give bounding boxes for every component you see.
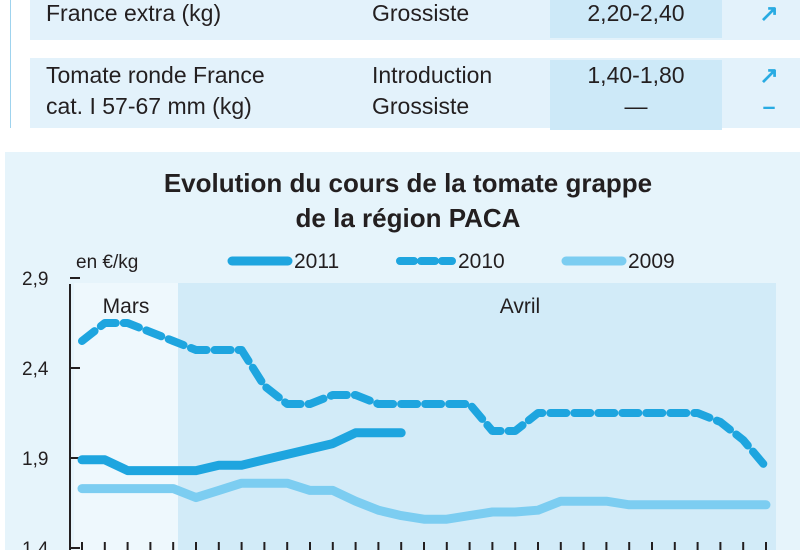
y-tick-label: 2,9 <box>22 269 48 290</box>
price-cell: 2,20-2,40 <box>550 0 722 38</box>
mars-band <box>74 283 178 550</box>
series-line-2010 <box>78 319 770 471</box>
month-label-mars: Mars <box>103 295 150 318</box>
series-line-2011 <box>77 428 406 476</box>
price-table: France extra (kg) Grossiste 2,20-2,40 ↗ … <box>0 0 800 130</box>
product-line: cat. I 57-67 mm (kg) <box>46 93 252 119</box>
stage-line: Grossiste <box>372 93 470 119</box>
y-tick-label: 1,4 <box>22 539 49 550</box>
trend-flat-icon: – <box>762 93 776 119</box>
y-tick-label: 1,9 <box>22 449 48 470</box>
legend-label-2010: 2010 <box>458 250 505 273</box>
unit-label: en €/kg <box>76 252 138 273</box>
price-cell: 1,40-1,80 — <box>550 60 722 130</box>
product-line: Tomate ronde France <box>46 62 265 88</box>
table-row: France extra (kg) Grossiste 2,20-2,40 ↗ <box>30 0 800 40</box>
table-left-rule <box>10 0 11 128</box>
stage-line: Introduction <box>372 62 493 88</box>
table-row: Tomate ronde France cat. I 57-67 mm (kg)… <box>30 58 800 130</box>
legend-label-2009: 2009 <box>628 250 675 273</box>
product-cell: France extra (kg) <box>46 0 222 26</box>
month-label-avril: Avril <box>500 295 540 318</box>
y-tick-label: 2,4 <box>22 359 49 380</box>
chart-title-line2: de la région PACA <box>296 203 521 233</box>
stage-cell: Grossiste <box>372 0 470 26</box>
stage-cell: Introduction Grossiste <box>372 60 552 130</box>
legend-label-2011: 2011 <box>294 250 339 273</box>
price-line: 1,40-1,80 <box>587 62 685 88</box>
product-cell: Tomate ronde France cat. I 57-67 mm (kg) <box>46 60 346 130</box>
trend-cell: ↗ – <box>738 60 800 130</box>
trend-up-icon: ↗ <box>759 0 779 26</box>
series-line-2009 <box>77 478 771 524</box>
chart-title-line1: Evolution du cours de la tomate grappe <box>164 168 652 198</box>
price-line: — <box>624 93 648 119</box>
trend-up-icon: ↗ <box>759 62 779 88</box>
